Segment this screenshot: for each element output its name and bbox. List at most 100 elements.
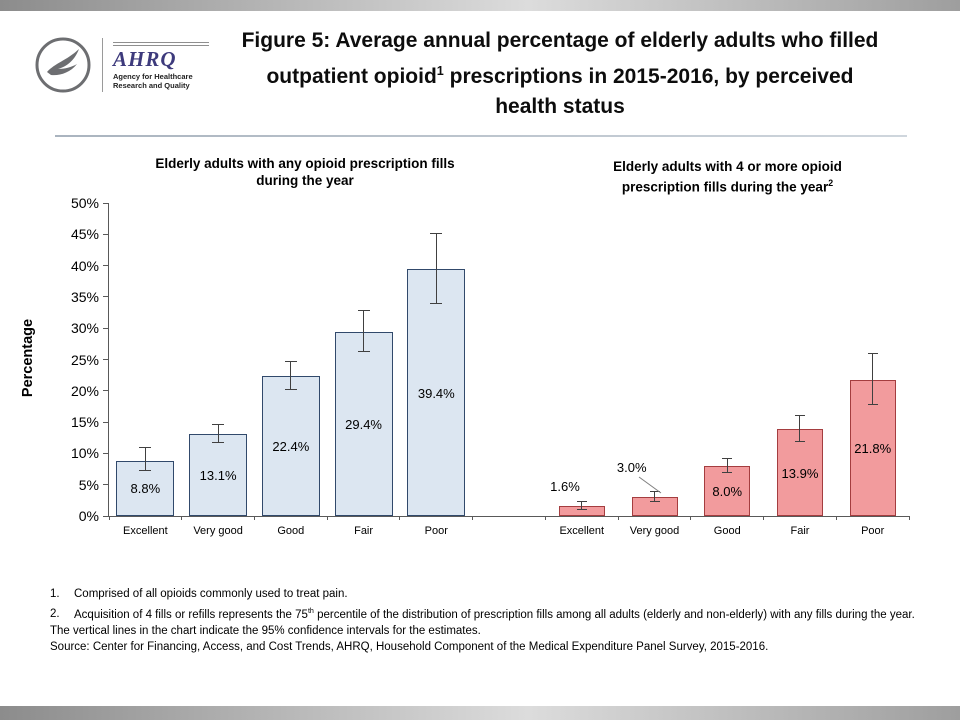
error-bar (217, 424, 219, 443)
y-tick-label: 20% (70, 382, 99, 399)
error-bar-cap (722, 458, 733, 460)
x-axis-tick (253, 516, 255, 520)
error-bar-cap (357, 310, 370, 312)
error-bar-cap (139, 469, 152, 471)
value-label: 13.9% (781, 465, 819, 481)
y-axis-tick (103, 233, 109, 235)
right-panel-title: Elderly adults with 4 or more opioid pre… (555, 158, 900, 196)
error-bar-cap (794, 415, 805, 417)
y-tick-label: 25% (70, 351, 99, 368)
error-bar-cap (576, 508, 587, 510)
error-bar-cap (212, 441, 225, 443)
error-bar-cap (284, 361, 297, 363)
y-axis-tick (103, 484, 109, 486)
bars-row: 8.8% Excellent 13.1% Very good 22.4% Good 29.4… (109, 203, 909, 537)
logo-block: AHRQ Agency for Healthcare Research and … (34, 36, 209, 94)
right-panel-title-line1: Elderly adults with 4 or more opioid (613, 159, 842, 174)
figure-title-line1: Figure 5: Average annual percentage of e… (241, 29, 879, 52)
y-axis-tick (103, 202, 109, 204)
ahrq-wordmark: AHRQ (113, 47, 177, 71)
error-bar-cap (212, 423, 225, 425)
footnote-2-superscript: th (307, 606, 314, 615)
bar-poor (407, 269, 466, 516)
y-tick-label: 45% (70, 226, 99, 243)
y-axis-tick (103, 265, 109, 267)
x-axis-tick (181, 516, 183, 520)
x-axis-tick (326, 516, 328, 520)
x-axis-tick (908, 516, 910, 520)
footnote-source: Source: Center for Financing, Access, an… (50, 641, 769, 654)
bar-slot: 13.1% Very good (182, 203, 255, 537)
category-label: Fair (354, 525, 374, 537)
category-label: Poor (424, 525, 448, 537)
logo-divider (102, 38, 103, 92)
error-bar-cap (867, 403, 878, 405)
bar-slot: 1.6% Excellent (545, 203, 618, 537)
ahrq-tagline-line2: Research and Quality (113, 81, 190, 90)
value-label: 29.4% (345, 416, 382, 432)
y-axis-tick (103, 296, 109, 298)
footnote-1-text: Comprised of all opioids commonly used t… (74, 588, 348, 600)
left-panel-title-line2: during the year (256, 173, 354, 188)
value-label: 21.8% (854, 440, 892, 456)
figure-title-line2-text: outpatient opioid (266, 65, 437, 88)
bar-good (704, 465, 751, 516)
value-label: 3.0% (616, 460, 647, 476)
ahrq-tagline: Agency for Healthcare Research and Quali… (113, 72, 209, 90)
footnote-2-number: 2. (50, 608, 60, 621)
error-bar-cap (139, 446, 152, 448)
error-bar-cap (430, 303, 443, 305)
error-bar (144, 447, 146, 471)
empty-slot (473, 203, 546, 516)
figure-title-line2: outpatient opioid1 prescriptions in 2015… (175, 56, 945, 92)
bar-slot: 3.0% Very good (616, 203, 691, 537)
error-bar (654, 491, 655, 503)
bar-very-good (189, 434, 248, 516)
value-label: 39.4% (417, 385, 455, 401)
ahrq-logo: AHRQ Agency for Healthcare Research and … (113, 40, 209, 90)
error-bar-cap (867, 352, 878, 354)
bar-slot: 22.4% Good (254, 203, 327, 537)
x-axis-tick (108, 516, 110, 520)
figure-title-line2-rest: prescriptions in 2015-2016, by perceived (443, 65, 854, 88)
error-bar (799, 416, 801, 442)
category-label: Good (277, 525, 305, 537)
y-axis-tick (103, 390, 109, 392)
y-tick-label: 15% (70, 414, 99, 431)
y-axis-title: Percentage (20, 318, 36, 398)
figure-title: Figure 5: Average annual percentage of e… (175, 26, 945, 122)
y-tick-label: 5% (78, 476, 99, 493)
y-tick-label: 40% (70, 257, 99, 274)
y-axis-tick (103, 515, 109, 517)
error-bar (290, 362, 292, 390)
category-label: Poor (861, 525, 885, 537)
category-label: Good (713, 525, 741, 537)
error-bar-cap (284, 388, 297, 390)
header-divider (55, 135, 907, 137)
chart-plot: 0% 5% 10% 15% 20% 25% 30% 35% 40% 45% 50% 8.8% Excel… (71, 195, 910, 537)
left-panel-title-line1: Elderly adults with any opioid prescript… (155, 156, 455, 171)
footnote-2-text-rest: percentile of the distribution of prescr… (313, 608, 915, 621)
error-bar-cap (357, 351, 370, 352)
x-axis-tick (690, 516, 692, 520)
footnote-1-number: 1. (50, 588, 60, 600)
value-label: 1.6% (550, 478, 580, 494)
y-tick-label: 50% (70, 195, 99, 211)
figure-title-superscript: 1 (436, 64, 444, 78)
x-axis-tick (544, 516, 546, 520)
left-panel-title: Elderly adults with any opioid prescript… (120, 155, 490, 189)
footnote-2-text: Acquisition of 4 fills or refills repres… (74, 608, 308, 621)
value-label: 8.0% (712, 483, 743, 499)
hhs-logo-icon (35, 37, 91, 93)
bottom-gradient-bar (0, 706, 960, 720)
right-panel-title-line2-text: prescription fills during the year (621, 179, 829, 195)
error-bar (435, 233, 437, 305)
error-bar (363, 311, 365, 352)
footnotes: 1. Comprised of all opioids commonly used… (50, 586, 920, 656)
error-bar-cap (649, 490, 660, 492)
y-tick-label: 35% (70, 288, 99, 305)
x-axis-tick (835, 516, 837, 520)
y-tick-label: 30% (70, 320, 99, 337)
right-panel-title-superscript: 2 (828, 178, 834, 188)
